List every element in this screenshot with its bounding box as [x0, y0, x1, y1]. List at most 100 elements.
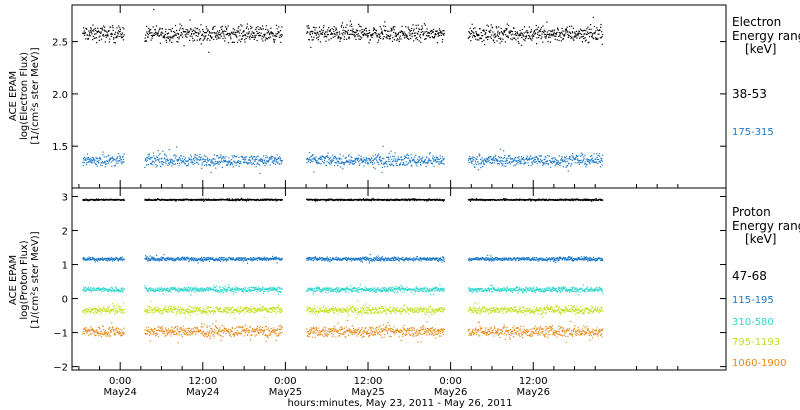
electron-point-1 [541, 162, 543, 164]
electron-point-1 [233, 155, 235, 157]
electron-point-1 [397, 156, 399, 158]
electron-point-1 [409, 159, 411, 161]
electron-point-1 [205, 164, 207, 166]
electron-point-0 [240, 41, 242, 43]
electron-point-1 [569, 155, 571, 158]
electron-point-0 [569, 25, 571, 27]
electron-point-1 [380, 160, 382, 163]
electron-point-0 [255, 27, 257, 29]
proton-point-0 [545, 198, 547, 200]
electron-point-0 [502, 34, 504, 36]
electron-point-1 [435, 156, 437, 158]
electron-point-1 [258, 164, 261, 166]
electron-point-1 [164, 154, 166, 156]
electron-point-0 [419, 29, 421, 31]
electron-point-1 [88, 158, 90, 160]
electron-point-0 [428, 32, 431, 34]
electron-point-0 [483, 39, 485, 41]
electron-point-1 [556, 163, 558, 165]
electron-point-1 [150, 163, 152, 165]
proton-point-0 [244, 198, 246, 200]
electron-point-0 [532, 32, 535, 34]
proton-point-1 [345, 258, 347, 261]
electron-point-1 [322, 156, 324, 158]
electron-point-1 [319, 157, 321, 159]
electron-point-0 [250, 25, 252, 27]
electron-point-1 [483, 163, 485, 165]
electron-point-1 [110, 157, 112, 160]
proton-point-1 [424, 258, 426, 260]
electron-point-0 [533, 30, 536, 32]
electron-point-1 [203, 155, 205, 157]
proton-point-1 [346, 259, 348, 261]
electron-point-0 [338, 31, 340, 33]
xtick-time-label: 0:00 [109, 376, 131, 387]
electron-point-0 [214, 32, 216, 34]
proton-point-1 [145, 258, 147, 260]
electron-point-0 [186, 31, 188, 33]
electron-point-1 [389, 161, 391, 163]
electron-point-1 [392, 155, 394, 157]
electron-point-1 [546, 160, 548, 162]
proton-point-1 [324, 258, 326, 260]
electron-point-1 [153, 155, 155, 157]
electron-point-0 [195, 32, 198, 34]
electron-point-0 [389, 38, 391, 40]
proton-point-0 [103, 198, 105, 200]
electron-point-1 [377, 161, 379, 164]
electron-point-0 [150, 34, 152, 37]
electron-point-0 [529, 36, 531, 38]
electron-point-1 [146, 164, 148, 166]
electron-point-0 [211, 36, 213, 38]
electron-point-0 [103, 35, 105, 37]
proton-point-1 [215, 258, 217, 260]
electron-point-1 [315, 156, 317, 158]
electron-point-0 [315, 27, 317, 29]
electron-point-1 [219, 157, 221, 159]
electron-point-0 [420, 41, 422, 43]
electron-point-0 [442, 30, 444, 32]
electron-point-0 [547, 41, 549, 43]
proton-point-1 [281, 257, 283, 259]
electron-point-1 [500, 161, 502, 163]
electron-point-0 [424, 38, 426, 40]
electron-point-1 [244, 159, 246, 161]
electron-point-1 [178, 158, 180, 160]
electron-point-1 [340, 158, 342, 160]
electron-point-1 [253, 159, 255, 161]
electron-point-1 [235, 156, 237, 158]
electron-point-0 [256, 39, 258, 42]
electron-point-1 [501, 163, 503, 165]
electron-point-1 [212, 158, 214, 160]
electron-point-1 [408, 161, 410, 163]
electron-point-0 [588, 41, 590, 43]
electron-point-0 [106, 35, 108, 37]
electron-point-1 [514, 157, 516, 159]
electron-point-1 [575, 158, 577, 160]
electron-point-1 [502, 157, 504, 159]
electron-point-1 [245, 157, 247, 159]
proton-point-1 [377, 257, 379, 259]
electron-point-1 [159, 161, 161, 163]
electron-point-0 [108, 30, 110, 32]
electron-point-0 [501, 33, 504, 35]
electron-point-1 [565, 158, 567, 160]
electron-point-0 [586, 31, 589, 33]
electron-point-1 [406, 164, 408, 166]
electron-point-0 [577, 34, 579, 37]
electron-point-1 [234, 161, 236, 163]
electron-point-0 [473, 35, 475, 37]
proton-point-1 [87, 259, 89, 261]
electron-point-1 [354, 160, 356, 162]
proton-point-1 [93, 259, 95, 261]
electron-point-1 [564, 157, 566, 159]
electron-point-1 [210, 159, 212, 161]
electron-point-0 [245, 35, 247, 37]
proton-point-1 [429, 257, 431, 259]
electron-point-1 [152, 160, 154, 162]
electron-point-1 [358, 157, 360, 159]
electron-point-0 [339, 40, 341, 42]
electron-point-1 [584, 163, 587, 165]
electron-point-0 [396, 33, 398, 35]
proton-point-1 [182, 256, 184, 258]
